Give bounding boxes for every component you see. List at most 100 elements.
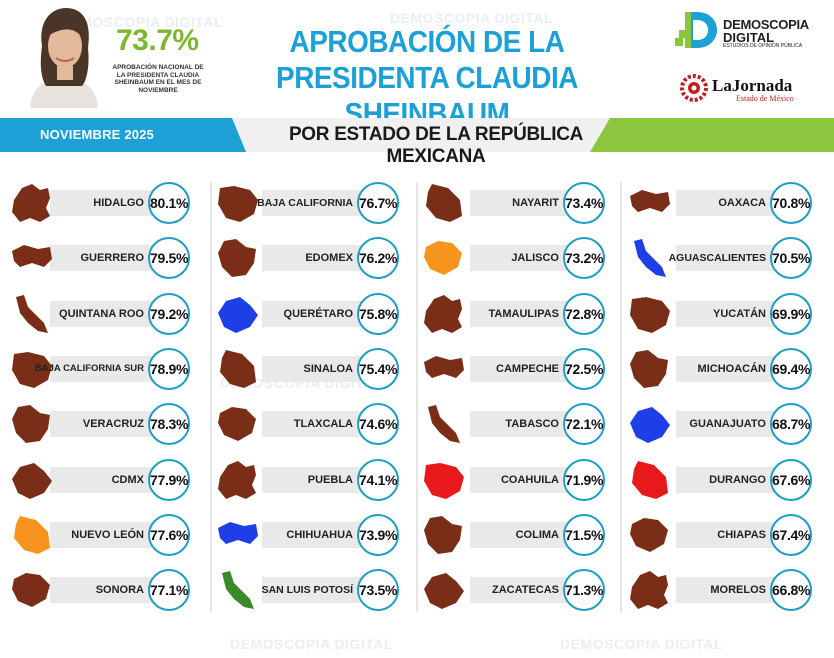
state-name: CDMX <box>111 474 144 486</box>
demoscopia-logo-line1: DEMOSCOPIA <box>723 17 809 32</box>
state-map-icon <box>16 295 48 333</box>
state-name: NUEVO LEÓN <box>71 529 144 541</box>
state-label-pill <box>262 467 367 493</box>
approval-value: 76.7% <box>357 182 399 224</box>
state-row: DURANGO 67.6% <box>0 459 834 501</box>
state-label-pill <box>470 577 573 603</box>
state-row: TLAXCALA 74.6% <box>0 403 834 445</box>
approval-value: 71.3% <box>563 569 605 611</box>
approval-value: 79.2% <box>148 293 190 335</box>
approval-value: 73.2% <box>563 237 605 279</box>
state-label-pill <box>50 190 158 216</box>
state-name: JALISCO <box>511 252 559 264</box>
state-map-icon <box>424 241 462 275</box>
state-row: COAHUILA 71.9% <box>0 459 834 501</box>
state-name: COLIMA <box>515 529 559 541</box>
state-name: NAYARIT <box>512 197 559 209</box>
state-row: TABASCO 72.1% <box>0 403 834 445</box>
state-label-pill <box>676 245 780 271</box>
column-divider <box>210 182 212 612</box>
state-label-pill <box>50 356 158 382</box>
state-row: JALISCO 73.2% <box>0 237 834 279</box>
state-row: ZACATECAS 71.3% <box>0 569 834 611</box>
state-row: VERACRUZ 78.3% <box>0 403 834 445</box>
state-label-pill <box>470 522 573 548</box>
state-row: EDOMEX 76.2% <box>0 237 834 279</box>
state-map-icon <box>428 405 460 443</box>
la-jornada-name: LaJornada <box>712 76 793 95</box>
state-name: OAXACA <box>718 197 766 209</box>
month-label: NOVIEMBRE 2025 <box>40 127 155 142</box>
state-row: BAJA CALIFORNIA SUR 78.9% <box>0 348 834 390</box>
state-name: GUANAJUATO <box>689 418 766 430</box>
state-label-pill <box>50 522 158 548</box>
state-row: CHIAPAS 67.4% <box>0 514 834 556</box>
state-row: GUANAJUATO 68.7% <box>0 403 834 445</box>
column-divider <box>620 182 622 612</box>
watermark: DEMOSCOPIA DIGITAL <box>390 10 553 26</box>
state-row: NUEVO LEÓN 77.6% <box>0 514 834 556</box>
state-map-icon <box>424 463 464 499</box>
state-map-icon <box>634 239 666 277</box>
state-label-pill <box>676 301 780 327</box>
state-name: AGUASCALIENTES <box>668 252 766 264</box>
approval-value: 66.8% <box>770 569 812 611</box>
approval-value: 78.9% <box>148 348 190 390</box>
approval-value: 74.1% <box>357 459 399 501</box>
state-label-pill <box>676 190 780 216</box>
state-map-icon <box>630 350 668 388</box>
state-label-pill <box>262 522 367 548</box>
approval-value: 76.2% <box>357 237 399 279</box>
state-row: BAJA CALIFORNIA 76.7% <box>0 182 834 224</box>
page-title: APROBACIÓN DE LA PRESIDENTA CLAUDIA SHEI… <box>276 24 578 131</box>
state-map-icon <box>12 352 52 388</box>
approval-value: 73.9% <box>357 514 399 556</box>
approval-value: 77.6% <box>148 514 190 556</box>
state-row: MORELOS 66.8% <box>0 569 834 611</box>
approval-value: 77.9% <box>148 459 190 501</box>
state-map-icon <box>630 407 670 443</box>
column-divider <box>416 182 418 612</box>
la-jornada-subtitle: Estado de México <box>736 94 794 103</box>
state-row: TAMAULIPAS 72.8% <box>0 293 834 335</box>
state-name: CHIAPAS <box>717 529 766 541</box>
state-row: SAN LUIS POTOSÍ 73.5% <box>0 569 834 611</box>
state-name: SONORA <box>95 584 144 596</box>
state-row: COLIMA 71.5% <box>0 514 834 556</box>
state-row: PUEBLA 74.1% <box>0 459 834 501</box>
approval-value: 75.8% <box>357 293 399 335</box>
demoscopia-logo-line2: DIGITAL <box>723 30 775 45</box>
state-map-icon <box>12 405 50 443</box>
state-label-pill <box>262 577 367 603</box>
state-map-icon <box>218 407 256 441</box>
state-label-pill <box>676 356 780 382</box>
state-row: OAXACA 70.8% <box>0 182 834 224</box>
state-label-pill <box>676 467 780 493</box>
state-map-icon <box>630 571 668 609</box>
state-row: CAMPECHE 72.5% <box>0 348 834 390</box>
state-map-icon <box>14 516 50 554</box>
state-name: BAJA CALIFORNIA SUR <box>34 363 144 374</box>
la-jornada-logo: LaJornada Estado de México <box>680 72 800 106</box>
state-name: MORELOS <box>710 584 766 596</box>
state-map-icon <box>218 239 256 277</box>
approval-value: 73.5% <box>357 569 399 611</box>
state-map-icon <box>220 350 256 388</box>
national-approval-value: 73.7% <box>116 24 199 57</box>
chart-subtitle: POR ESTADO DE LA REPÚBLICA MEXICANA <box>288 124 584 167</box>
la-jornada-gear-icon <box>680 74 708 102</box>
watermark: DEMOSCOPIA DIGITAL <box>230 636 393 652</box>
approval-value: 67.4% <box>770 514 812 556</box>
state-name: DURANGO <box>709 474 766 486</box>
approval-value: 69.9% <box>770 293 812 335</box>
state-name: TLAXCALA <box>293 418 353 430</box>
state-row: NAYARIT 73.4% <box>0 182 834 224</box>
state-map-icon <box>426 184 462 222</box>
state-label-pill <box>50 577 158 603</box>
state-label-pill <box>262 356 367 382</box>
state-label-pill <box>676 411 780 437</box>
state-name: EDOMEX <box>305 252 353 264</box>
state-label-pill <box>470 190 573 216</box>
state-row: AGUASCALIENTES 70.5% <box>0 237 834 279</box>
state-name: TAMAULIPAS <box>488 308 559 320</box>
